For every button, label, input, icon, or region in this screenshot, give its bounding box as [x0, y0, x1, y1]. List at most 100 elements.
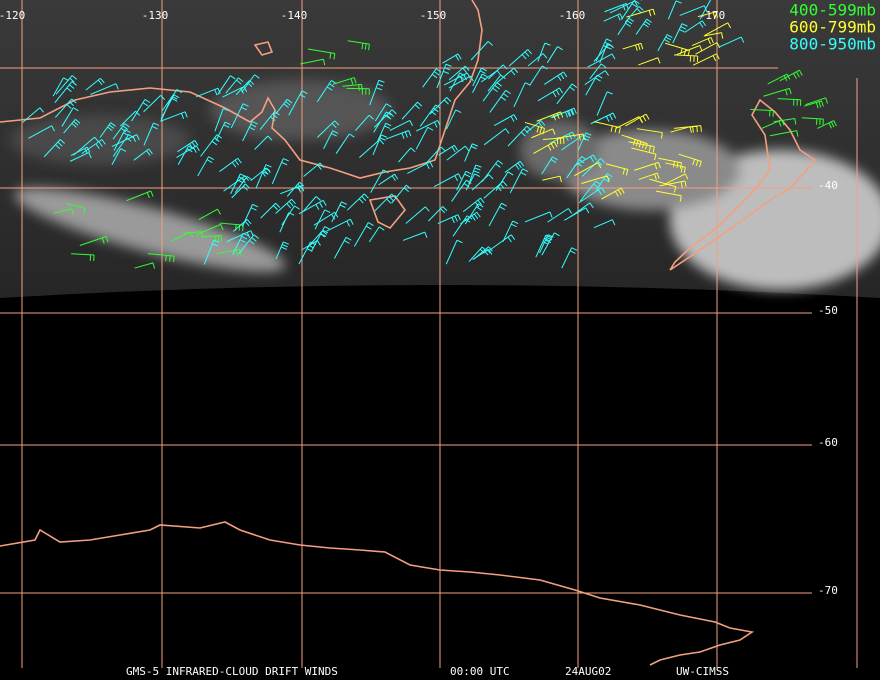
wind-barb	[673, 54, 699, 63]
wind-barb	[370, 169, 389, 193]
wind-barb	[401, 101, 423, 120]
wind-barb	[699, 0, 712, 20]
wind-barb	[691, 37, 714, 47]
wind-barb	[529, 65, 548, 86]
wind-barb	[615, 116, 643, 129]
wind-barb	[665, 42, 691, 57]
wind-barb	[54, 98, 77, 118]
wind-barb	[215, 121, 231, 141]
wind-barb	[541, 156, 558, 175]
wind-barb	[372, 134, 388, 156]
wind-barb	[468, 246, 487, 263]
longitude-label: -150	[420, 9, 447, 22]
wind-barb	[464, 143, 478, 162]
wind-barb	[311, 226, 331, 251]
wind-barb	[195, 87, 221, 98]
wind-barb	[605, 163, 629, 176]
grid	[0, 0, 858, 668]
wind-barb	[419, 104, 441, 127]
wind-barb	[369, 79, 385, 106]
wind-barb	[472, 73, 488, 93]
wind-barb	[468, 164, 482, 185]
wind-barb	[494, 114, 518, 127]
wind-barb	[355, 114, 374, 131]
wind-barb	[678, 153, 702, 168]
legend-entry: 600-799mb	[789, 18, 876, 37]
wind-barb	[544, 71, 568, 85]
wind-barb	[133, 148, 153, 161]
wind-barb	[595, 38, 613, 62]
wind-barb	[374, 103, 392, 122]
wind-barb	[673, 125, 702, 133]
wind-barb	[495, 171, 514, 191]
wind-barb	[200, 134, 223, 157]
wind-barb	[307, 48, 336, 60]
longitude-label: -160	[559, 9, 586, 22]
wind-barb	[377, 122, 392, 142]
wind-barb	[195, 223, 224, 236]
wind-barb	[601, 187, 625, 200]
wind-barb	[303, 196, 321, 212]
wind-barb	[347, 40, 370, 51]
wind-barb	[389, 119, 413, 131]
wind-barb	[333, 236, 352, 259]
wind-barb	[259, 110, 280, 130]
wind-barb	[665, 162, 686, 174]
wind-barb	[326, 218, 354, 232]
wind-barb	[301, 240, 321, 251]
wind-barb	[533, 141, 558, 154]
wind-barb	[542, 137, 565, 145]
wind-barb	[63, 118, 81, 134]
latitude-label: -40	[818, 179, 838, 192]
wind-barb	[488, 202, 507, 227]
wind-barb	[79, 236, 109, 246]
wind-barb	[779, 69, 803, 82]
wind-barb	[143, 95, 166, 113]
wind-barb	[817, 120, 837, 129]
wind-barb	[71, 253, 95, 262]
wind-barb	[804, 100, 824, 109]
wind-barb	[160, 111, 188, 122]
wind-barb	[761, 119, 785, 129]
wind-barb	[703, 32, 724, 39]
wind-barb	[596, 91, 613, 116]
wind-barb	[446, 145, 470, 161]
wind-barb	[456, 170, 472, 191]
wind-barb	[66, 203, 86, 215]
wind-barb	[53, 208, 74, 215]
wind-barb	[85, 77, 105, 91]
wind-barb	[415, 126, 434, 150]
wind-barb	[316, 120, 340, 138]
wind-barb	[767, 73, 791, 85]
wind-barb	[298, 199, 327, 215]
wind-barb	[438, 144, 459, 156]
wind-barb	[513, 82, 531, 108]
longitude-label: -130	[142, 9, 169, 22]
wind-barb	[509, 168, 529, 194]
wind-barb	[225, 77, 244, 94]
wind-barb	[504, 160, 525, 173]
wind-barb	[332, 77, 357, 85]
wind-barb	[664, 173, 689, 185]
wind-barb	[480, 70, 502, 83]
wind-barb	[581, 175, 610, 185]
wind-barb	[609, 0, 638, 14]
footer-time: 00:00 UTC	[450, 665, 510, 678]
wind-barb	[275, 241, 289, 259]
wind-barb	[524, 121, 546, 135]
wind-barb	[303, 162, 325, 177]
wind-barb	[452, 215, 473, 237]
wind-barb	[537, 87, 563, 102]
legend-entry: 400-599mb	[789, 1, 876, 20]
wind-barb	[111, 134, 140, 147]
wind-barb	[416, 120, 441, 132]
wind-barb	[286, 181, 305, 197]
wind-barb	[335, 133, 355, 154]
wind-barb	[593, 219, 616, 229]
wind-barb	[231, 183, 251, 199]
wind-barb	[111, 148, 127, 165]
wind-barb	[28, 125, 55, 139]
wind-barb	[254, 135, 273, 150]
wind-barb	[230, 103, 249, 129]
wind-barb	[271, 158, 289, 185]
